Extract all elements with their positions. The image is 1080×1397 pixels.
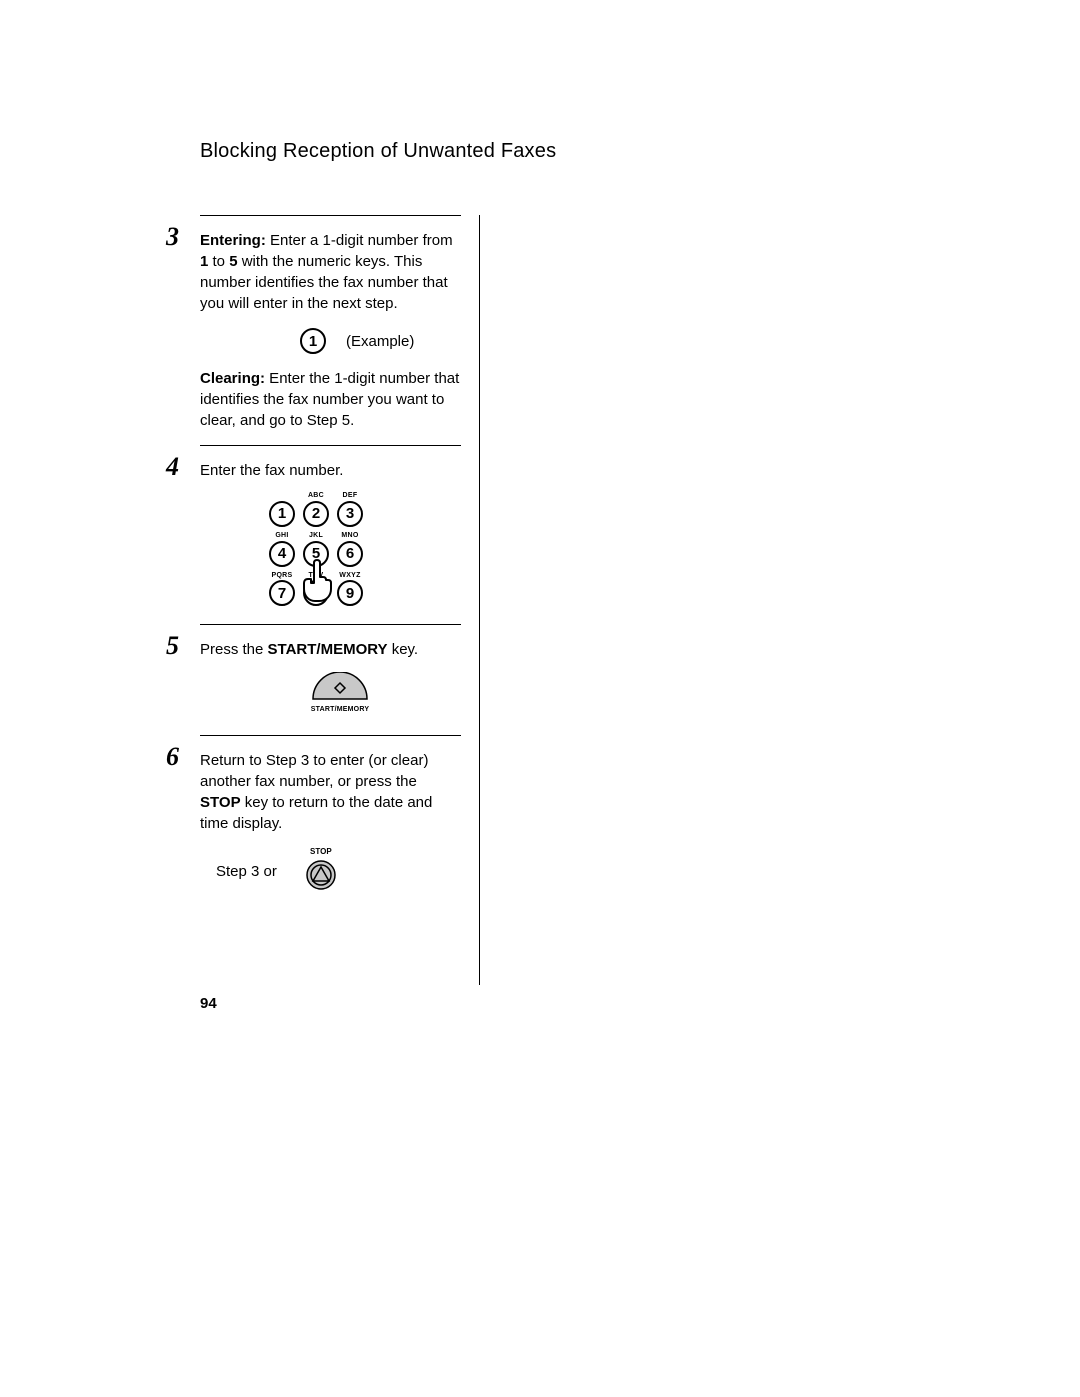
step-body: Enter the fax number. ABC DEF 1 2 3 GHI xyxy=(200,460,461,606)
entering-label: Entering: xyxy=(200,232,266,249)
step4-text: Enter the fax number. xyxy=(200,462,343,479)
keypad-icon: ABC DEF 1 2 3 GHI JKL MNO 4 xyxy=(256,491,376,606)
start-memory-button-icon: START/MEMORY xyxy=(300,672,380,715)
keypad-key: 2 xyxy=(303,501,329,527)
key-label: JKL xyxy=(303,531,329,541)
stop-word: STOP xyxy=(200,794,241,811)
step-3-or-label: Step 3 or xyxy=(216,861,277,882)
start-memory-word: START/MEMORY xyxy=(268,641,388,658)
key-label: MNO xyxy=(337,531,363,541)
range-to: 5 xyxy=(229,253,237,270)
keypad-key: 9 xyxy=(337,580,363,606)
step-number: 5 xyxy=(166,631,179,661)
range-from: 1 xyxy=(200,253,208,270)
keypad-key: 1 xyxy=(269,501,295,527)
step-number: 3 xyxy=(166,222,179,252)
left-column: 3 Entering: Enter a 1-digit number from … xyxy=(200,215,480,985)
step-number: 4 xyxy=(166,452,179,482)
keypad-key: 8 xyxy=(303,580,329,606)
step-body: Return to Step 3 to enter (or clear) ano… xyxy=(200,750,461,897)
keypad-key: 5 xyxy=(303,541,329,567)
key-label xyxy=(269,491,295,501)
key-label: TUV xyxy=(303,571,329,581)
key-label: ABC xyxy=(303,491,329,501)
key-label: WXYZ xyxy=(337,571,363,581)
key-label: DEF xyxy=(337,491,363,501)
start-memory-caption: START/MEMORY xyxy=(300,705,380,715)
key-label: PQRS xyxy=(269,571,295,581)
keypad-key: 4 xyxy=(269,541,295,567)
page-number: 94 xyxy=(200,995,217,1012)
step-3: 3 Entering: Enter a 1-digit number from … xyxy=(200,215,461,445)
entering-text-2: with the numeric keys. This number ident… xyxy=(200,253,448,312)
page-title: Blocking Reception of Unwanted Faxes xyxy=(200,140,1080,163)
step5-pre: Press the xyxy=(200,641,268,658)
keypad-key: 6 xyxy=(337,541,363,567)
key-label: GHI xyxy=(269,531,295,541)
keypad-key: 7 xyxy=(269,580,295,606)
example-key-icon: 1 xyxy=(300,328,326,354)
step-body: Entering: Enter a 1-digit number from 1 … xyxy=(200,230,461,431)
step-6: 6 Return to Step 3 to enter (or clear) a… xyxy=(200,735,461,911)
step-number: 6 xyxy=(166,742,179,772)
step5-post: key. xyxy=(388,641,419,658)
stop-row: Step 3 or STOP xyxy=(216,846,461,897)
step6-pre: Return to Step 3 to enter (or clear) ano… xyxy=(200,752,428,790)
step-4: 4 Enter the fax number. ABC DEF 1 2 3 xyxy=(200,445,461,624)
entering-text-1: Enter a 1-digit number from xyxy=(266,232,453,249)
step-body: Press the START/MEMORY key. START/MEMORY xyxy=(200,639,461,715)
clearing-label: Clearing: xyxy=(200,370,265,387)
stop-button-icon: STOP xyxy=(305,846,337,897)
keypad-key: 3 xyxy=(337,501,363,527)
page: Blocking Reception of Unwanted Faxes 3 E… xyxy=(0,0,1080,1397)
step-5: 5 Press the START/MEMORY key. START/MEMO… xyxy=(200,624,461,735)
example-row: 1 (Example) xyxy=(300,328,461,354)
stop-caption: STOP xyxy=(305,846,337,857)
example-label: (Example) xyxy=(346,331,414,352)
